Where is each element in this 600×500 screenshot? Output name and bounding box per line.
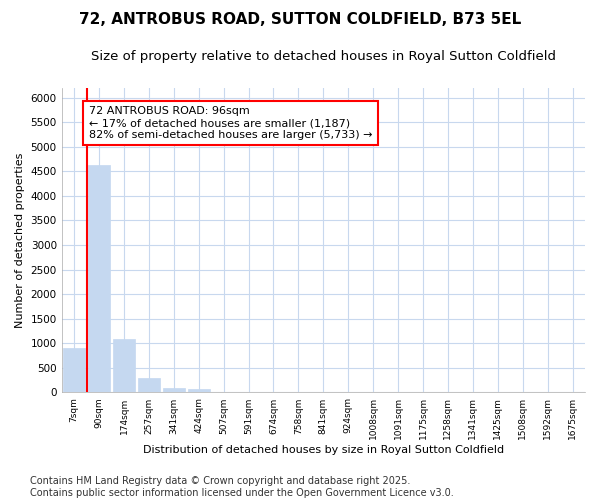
- Bar: [188, 390, 210, 392]
- Bar: [113, 339, 135, 392]
- Text: 72, ANTROBUS ROAD, SUTTON COLDFIELD, B73 5EL: 72, ANTROBUS ROAD, SUTTON COLDFIELD, B73…: [79, 12, 521, 28]
- Text: 72 ANTROBUS ROAD: 96sqm
← 17% of detached houses are smaller (1,187)
82% of semi: 72 ANTROBUS ROAD: 96sqm ← 17% of detache…: [89, 106, 372, 140]
- Bar: [137, 378, 160, 392]
- Title: Size of property relative to detached houses in Royal Sutton Coldfield: Size of property relative to detached ho…: [91, 50, 556, 63]
- Bar: [63, 348, 85, 393]
- Y-axis label: Number of detached properties: Number of detached properties: [15, 152, 25, 328]
- Bar: [88, 166, 110, 392]
- Text: Contains HM Land Registry data © Crown copyright and database right 2025.
Contai: Contains HM Land Registry data © Crown c…: [30, 476, 454, 498]
- X-axis label: Distribution of detached houses by size in Royal Sutton Coldfield: Distribution of detached houses by size …: [143, 445, 504, 455]
- Bar: [163, 388, 185, 392]
